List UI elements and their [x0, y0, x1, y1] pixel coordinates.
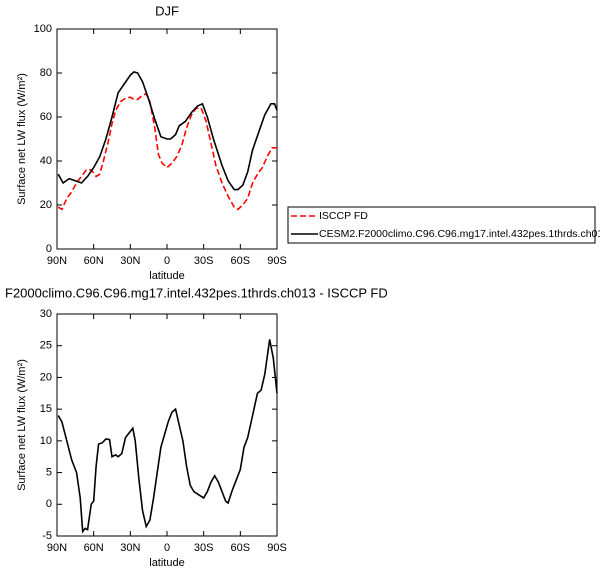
y-tick-label: 15 — [40, 403, 52, 415]
x-axis-label: latitude — [149, 270, 184, 282]
data-line — [57, 339, 278, 534]
x-tick-label: 60N — [84, 255, 104, 267]
y-tick-label: 20 — [40, 371, 52, 383]
chart-title: DJF — [155, 3, 179, 18]
y-axis-label: Surface net LW flux (W/m²) — [16, 73, 28, 205]
y-tick-label: 60 — [40, 111, 52, 123]
y-tick-label: 25 — [40, 340, 52, 352]
x-tick-label: 90N — [47, 542, 67, 554]
y-tick-label: 0 — [46, 243, 52, 255]
y-tick-label: 10 — [40, 435, 52, 447]
x-tick-label: 30N — [120, 542, 140, 554]
data-line — [57, 71, 278, 191]
x-tick-label: 60S — [231, 542, 251, 554]
legend-box — [287, 206, 596, 244]
x-tick-label: 0 — [164, 255, 170, 267]
x-tick-label: 30S — [194, 542, 214, 554]
y-tick-label: 5 — [46, 466, 52, 478]
chart-title: F2000climo.C96.C96.mg17.intel.432pes.1th… — [5, 285, 388, 300]
y-tick-label: 0 — [46, 498, 52, 510]
x-tick-label: 30S — [194, 255, 214, 267]
x-axis-label: latitude — [149, 557, 184, 569]
y-tick-label: 100 — [34, 23, 52, 35]
y-tick-label: 20 — [40, 199, 52, 211]
x-tick-label: 30N — [120, 255, 140, 267]
y-tick-label: 40 — [40, 155, 52, 167]
y-tick-label: 80 — [40, 67, 52, 79]
y-tick-label: 30 — [40, 308, 52, 320]
x-tick-label: 90S — [267, 542, 287, 554]
y-axis-label: Surface net LW flux (W/m²) — [16, 359, 28, 491]
x-tick-label: 90N — [47, 255, 67, 267]
x-tick-label: 60N — [84, 542, 104, 554]
x-tick-label: 90S — [267, 255, 287, 267]
x-tick-label: 60S — [231, 255, 251, 267]
y-tick-label: -5 — [42, 530, 52, 542]
data-line — [57, 92, 277, 211]
x-tick-label: 0 — [164, 542, 170, 554]
legend-label: ISCCP FD — [319, 210, 368, 222]
legend-label: CESM2.F2000climo.C96.C96.mg17.intel.432p… — [319, 228, 600, 240]
